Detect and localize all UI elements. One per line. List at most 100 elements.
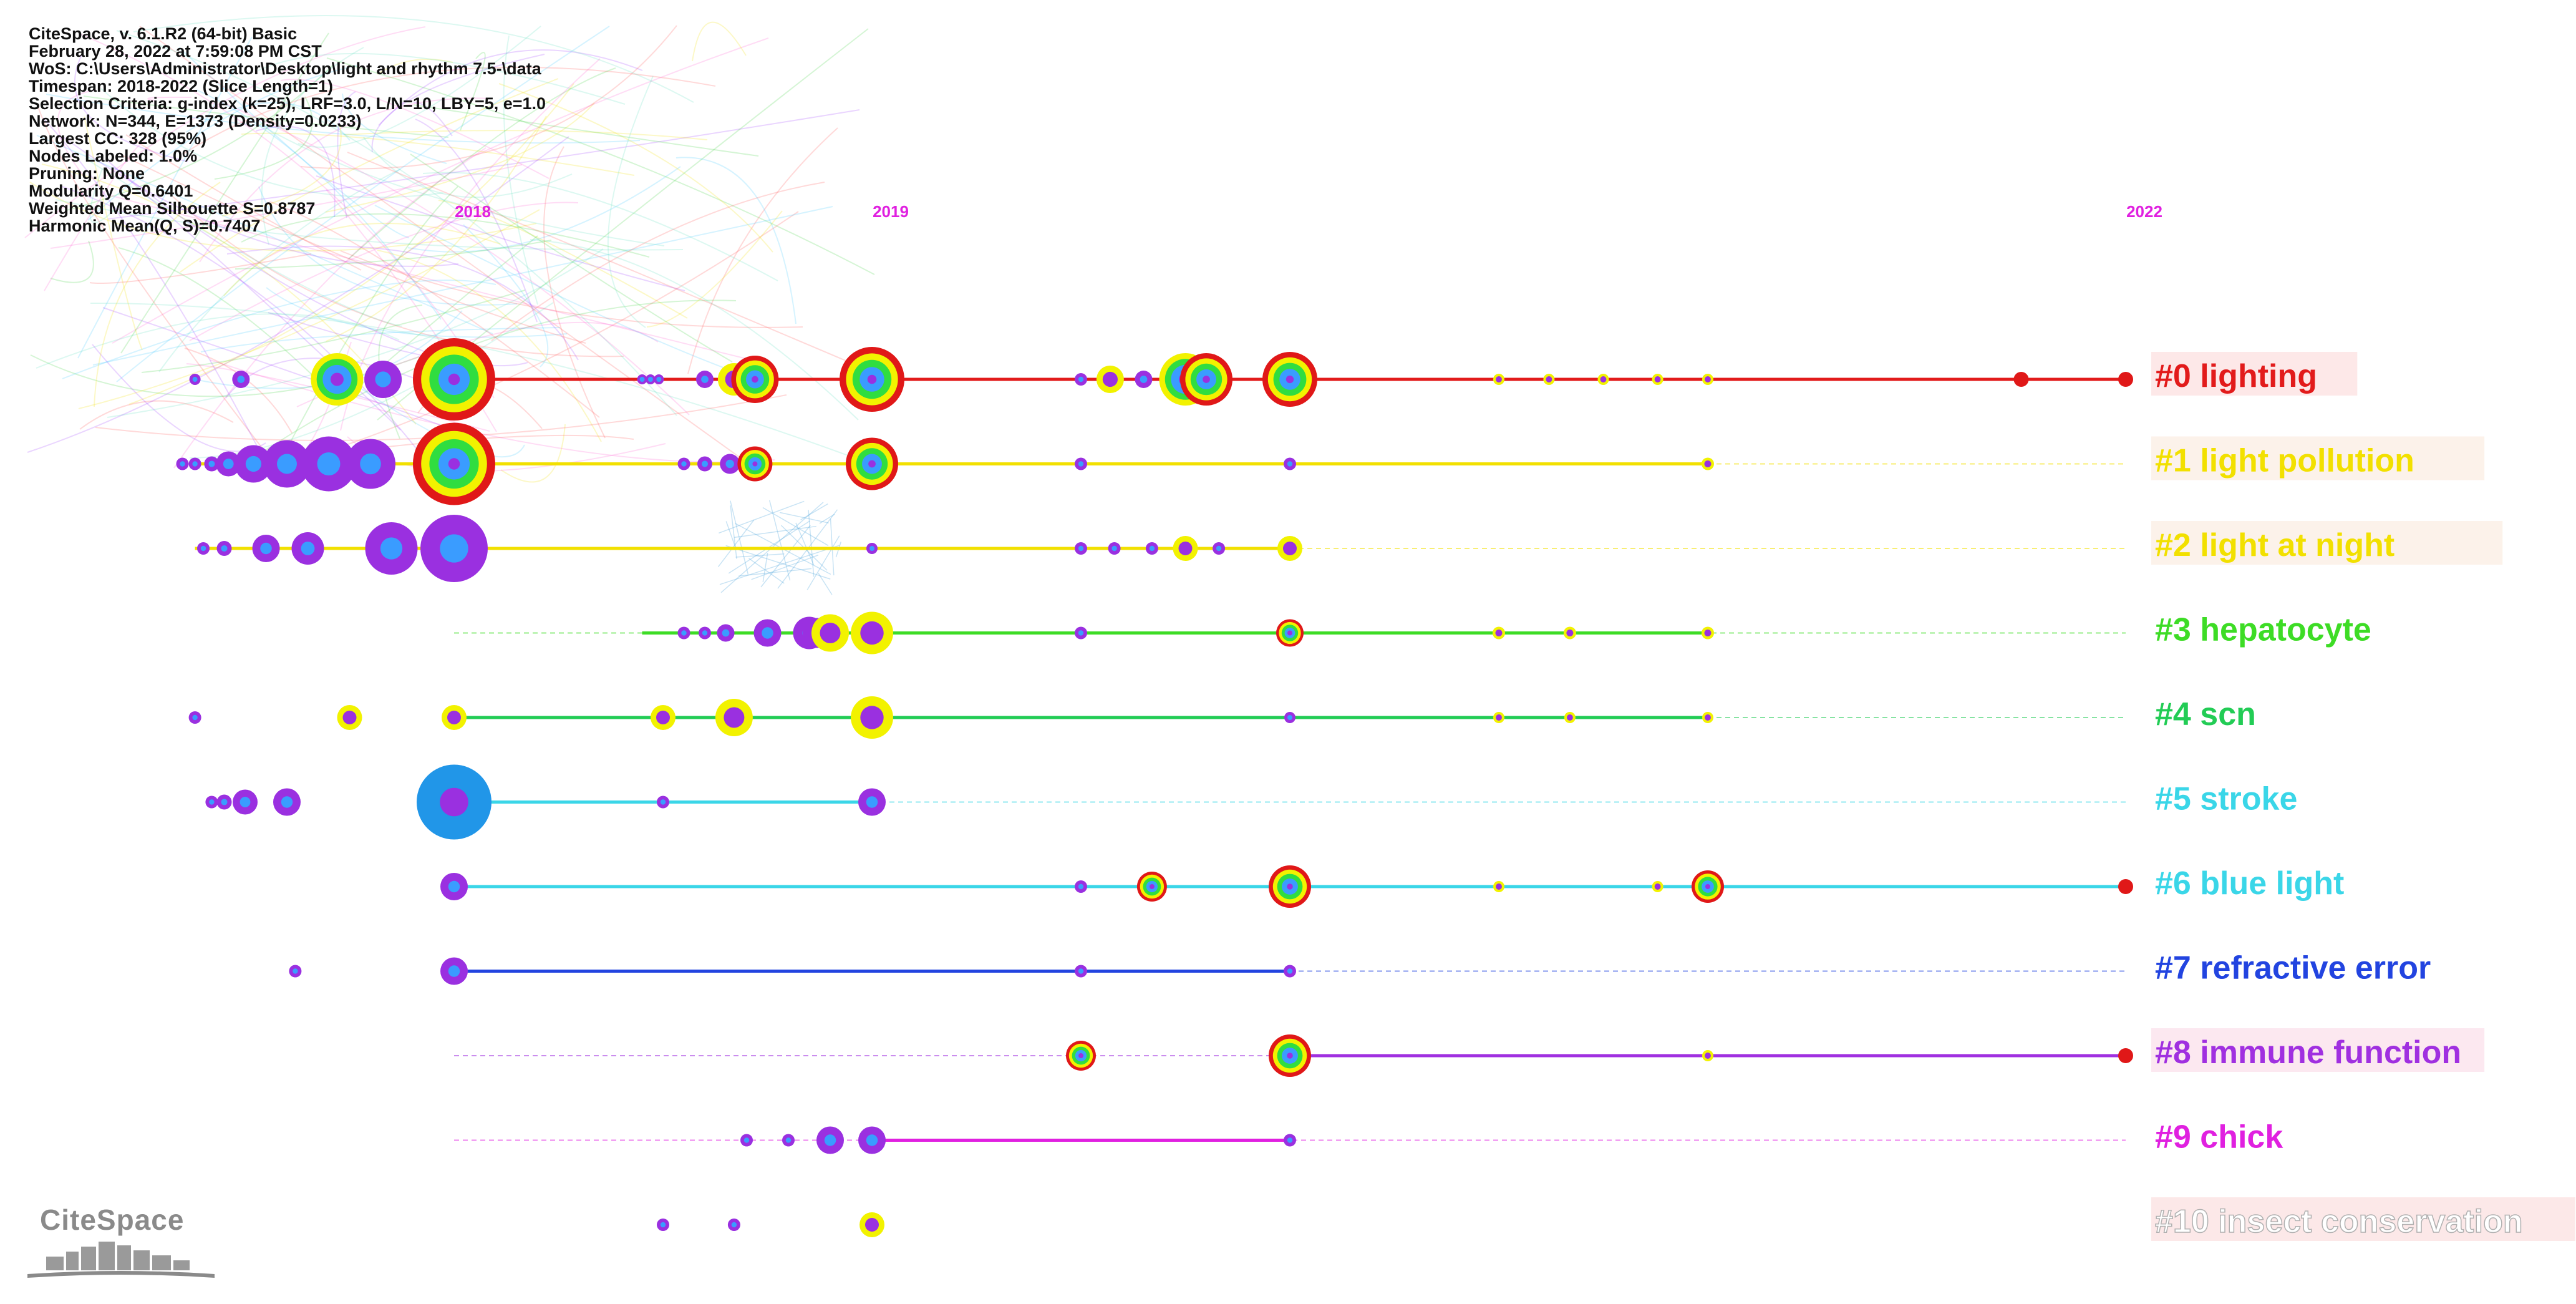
citation-node[interactable] [657,796,669,809]
citation-node[interactable] [1108,542,1121,555]
citation-node[interactable] [216,541,232,556]
citation-node[interactable] [2118,1048,2133,1063]
cluster-label-6[interactable]: #6 blue light [2155,865,2344,902]
citation-node[interactable] [697,456,712,472]
citation-node[interactable] [232,371,250,388]
citation-node[interactable] [1269,865,1311,908]
citation-node[interactable] [699,626,711,640]
citation-node[interactable] [1075,457,1087,470]
citation-node[interactable] [1563,626,1576,640]
citation-node[interactable] [216,451,241,477]
citation-node[interactable] [696,371,714,388]
citation-node[interactable] [717,624,735,642]
citation-node[interactable] [654,374,664,384]
citation-node[interactable] [811,614,849,652]
citation-node[interactable] [188,457,201,470]
citation-node[interactable] [1262,352,1317,407]
citation-node[interactable] [782,1134,795,1147]
citation-node[interactable] [715,699,753,736]
citation-node[interactable] [365,522,418,575]
citation-node[interactable] [858,1126,886,1154]
citation-node[interactable] [442,705,467,730]
citation-node[interactable] [677,626,690,640]
citation-node[interactable] [189,374,201,385]
citation-node[interactable] [2118,879,2133,894]
citation-node[interactable] [1075,965,1087,978]
citation-node[interactable] [1493,626,1505,640]
citation-node[interactable] [1173,536,1198,561]
citation-node[interactable] [311,353,364,406]
citation-node[interactable] [263,440,311,488]
citation-node[interactable] [1136,872,1167,902]
citation-node[interactable] [637,374,647,384]
citation-node[interactable] [2118,372,2133,387]
cluster-label-0[interactable]: #0 lighting [2155,358,2317,394]
citation-node[interactable] [1145,542,1158,555]
cluster-label-1[interactable]: #1 light pollution [2155,443,2414,479]
cluster-label-5[interactable]: #5 stroke [2155,781,2297,817]
citation-node[interactable] [851,611,893,654]
citation-node[interactable] [677,457,690,470]
cluster-label-2[interactable]: #2 light at night [2155,527,2394,563]
citation-node[interactable] [727,1219,740,1231]
citation-node[interactable] [1269,1034,1311,1077]
citation-node[interactable] [1564,712,1576,723]
citation-node[interactable] [188,711,201,724]
citation-node[interactable] [1702,374,1713,385]
citation-node[interactable] [291,532,324,565]
citation-node[interactable] [720,454,740,474]
citation-node[interactable] [753,619,782,647]
citation-node[interactable] [1284,457,1296,470]
citation-node[interactable] [176,457,189,470]
citation-node[interactable] [737,446,773,482]
citation-node[interactable] [1096,366,1124,393]
citation-node[interactable] [252,535,280,562]
citation-node[interactable] [1543,374,1555,385]
citation-node[interactable] [289,965,302,978]
cluster-label-4[interactable]: #4 scn [2155,696,2256,732]
citation-node[interactable] [1075,626,1087,640]
citation-node[interactable] [1066,1041,1096,1071]
citation-node[interactable] [1213,542,1226,555]
citation-node[interactable] [1075,542,1087,555]
citation-node[interactable] [1277,536,1302,561]
citation-node[interactable] [851,696,893,739]
citation-node[interactable] [1493,712,1504,723]
citation-node[interactable] [204,456,220,472]
citation-node[interactable] [1702,1050,1713,1061]
citation-node[interactable] [420,515,488,582]
citation-node[interactable] [346,439,395,489]
citation-node[interactable] [858,788,886,816]
cluster-label-7[interactable]: #7 refractive error [2155,950,2431,986]
citation-node[interactable] [197,542,210,555]
citation-node[interactable] [1276,619,1304,647]
citation-node[interactable] [1180,353,1232,406]
cluster-label-9[interactable]: #9 chick [2155,1119,2283,1156]
citation-node[interactable] [1652,374,1663,385]
citation-node[interactable] [731,356,779,403]
citation-node[interactable] [1284,965,1296,978]
citation-node[interactable] [1702,626,1714,640]
citation-node[interactable] [1692,870,1724,903]
citation-node[interactable] [1135,371,1153,388]
citation-node[interactable] [413,338,495,421]
citation-node[interactable] [1284,712,1295,723]
citation-node[interactable] [1702,712,1713,723]
citation-node[interactable] [840,347,904,412]
citation-node[interactable] [846,437,898,490]
citation-node[interactable] [816,1126,844,1154]
citation-node[interactable] [859,1212,884,1237]
citation-node[interactable] [657,1219,669,1231]
citation-node[interactable] [417,764,491,840]
citation-node[interactable] [866,543,878,554]
citation-node[interactable] [364,361,402,398]
citation-node[interactable] [1597,374,1609,385]
citation-node[interactable] [440,957,468,985]
citation-node[interactable] [1075,373,1087,386]
citation-node[interactable] [1652,881,1663,892]
citation-node[interactable] [413,422,495,505]
citation-node[interactable] [1702,457,1714,470]
citation-node[interactable] [440,873,468,900]
citation-node[interactable] [740,1134,753,1147]
citation-node[interactable] [216,794,232,810]
